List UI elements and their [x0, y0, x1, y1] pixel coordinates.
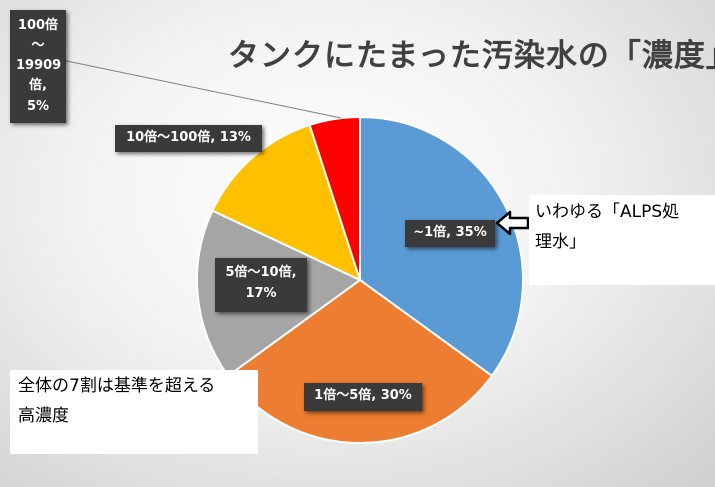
data-label-slice-3-line-2: 17%: [245, 285, 277, 301]
alps-annotation-line-2: 理水」: [535, 231, 586, 252]
data-label-slice-5-line-4: 倍, 5%: [26, 78, 50, 114]
data-label-slice-5: 100倍 ～ 19909 倍, 5%: [10, 10, 66, 123]
alps-annotation: いわゆる「ALPS処 理水」: [529, 195, 715, 285]
arrow-left-icon: [495, 210, 530, 236]
data-label-slice-1: ~1倍, 35%: [405, 220, 495, 247]
majority-annotation-line-2: 高濃度: [18, 405, 69, 426]
data-label-slice-5-line-1: 100倍: [17, 18, 59, 33]
majority-annotation: 全体の7割は基準を超える 高濃度: [10, 370, 258, 454]
pie-slice-5: [308, 115, 361, 281]
data-label-slice-3: 5倍～10倍, 17%: [215, 258, 307, 312]
chart-title: タンクにたまった汚染水の「濃度」: [228, 38, 715, 74]
data-label-slice-5-line-2: ～: [31, 38, 45, 54]
data-label-slice-3-line-1: 5倍～10倍,: [225, 265, 297, 280]
majority-annotation-line-1: 全体の7割は基準を超える: [18, 376, 216, 396]
data-label-slice-5-line-3: 19909: [16, 58, 62, 74]
alps-annotation-line-1: いわゆる「ALPS処: [535, 202, 680, 222]
data-label-slice-2: 1倍～5倍, 30%: [304, 383, 422, 411]
pie-slice-4: [211, 123, 362, 282]
data-label-slice-4: 10倍～100倍, 13%: [115, 125, 262, 152]
leader-line: [61, 59, 342, 119]
